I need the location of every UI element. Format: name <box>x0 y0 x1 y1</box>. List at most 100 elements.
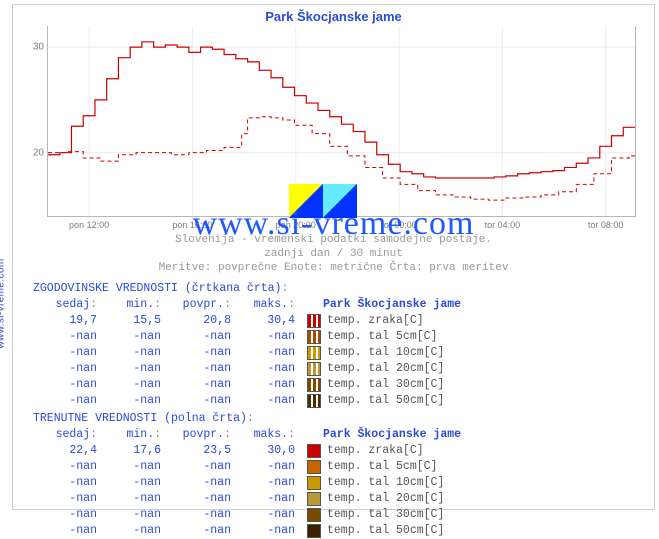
x-tick: pon 16:00 <box>172 220 212 230</box>
cell: -nan <box>97 475 161 491</box>
col-povpr: povpr.: <box>161 297 231 313</box>
table-row: -nan-nan-nan-nantemp. tal 10cm[C] <box>33 345 634 361</box>
legend-swatch <box>307 444 321 458</box>
legend-label: temp. tal 5cm[C] <box>327 459 634 475</box>
cell: -nan <box>231 361 295 377</box>
table-row: -nan-nan-nan-nantemp. tal 10cm[C] <box>33 475 634 491</box>
sidebar-link[interactable]: www.si-vreme.com <box>0 258 7 348</box>
cell: -nan <box>161 523 231 539</box>
legend-label: temp. zraka[C] <box>327 443 634 459</box>
cell: -nan <box>161 345 231 361</box>
cell: -nan <box>97 507 161 523</box>
legend-swatch <box>307 362 321 376</box>
cell: -nan <box>97 523 161 539</box>
cell: -nan <box>33 377 97 393</box>
cell: 20,8 <box>161 313 231 329</box>
cell: -nan <box>161 475 231 491</box>
cell: -nan <box>33 345 97 361</box>
cell: 30,4 <box>231 313 295 329</box>
chart-title: Park Škocjanske jame <box>13 5 654 26</box>
cell: -nan <box>161 377 231 393</box>
cell: -nan <box>97 345 161 361</box>
x-tick: tor 00:00 <box>381 220 417 230</box>
cell: -nan <box>33 523 97 539</box>
cell: -nan <box>231 345 295 361</box>
meta-line: Meritve: povprečne Enote: metrične Črta:… <box>33 261 634 275</box>
col-povpr: povpr.: <box>161 427 231 443</box>
legend-label: temp. tal 30cm[C] <box>327 507 634 523</box>
cell: -nan <box>231 377 295 393</box>
legend-swatch <box>307 460 321 474</box>
cell: -nan <box>33 459 97 475</box>
x-tick: pon 20:00 <box>276 220 316 230</box>
cell: -nan <box>231 523 295 539</box>
cell: 17,6 <box>97 443 161 459</box>
col-min: min.: <box>97 427 161 443</box>
data-tables: ZGODOVINSKE VREDNOSTI (črtkana črta): se… <box>33 281 634 539</box>
meta-line: zadnji dan / 30 minut <box>33 247 634 261</box>
cell: -nan <box>33 491 97 507</box>
chart-plot: 2030pon 12:00pon 16:00pon 20:00tor 00:00… <box>47 26 636 217</box>
cell: -nan <box>231 507 295 523</box>
col-maks: maks.: <box>231 297 295 313</box>
cell: 23,5 <box>161 443 231 459</box>
table-row: 19,715,520,830,4temp. zraka[C] <box>33 313 634 329</box>
legend-label: temp. tal 50cm[C] <box>327 523 634 539</box>
table-row: -nan-nan-nan-nantemp. tal 50cm[C] <box>33 393 634 409</box>
table-row: -nan-nan-nan-nantemp. tal 20cm[C] <box>33 491 634 507</box>
hist-section-title: ZGODOVINSKE VREDNOSTI (črtkana črta): <box>33 281 634 297</box>
cell: -nan <box>97 393 161 409</box>
table-row: -nan-nan-nan-nantemp. tal 20cm[C] <box>33 361 634 377</box>
cell: -nan <box>231 475 295 491</box>
col-min: min.: <box>97 297 161 313</box>
table-row: 22,417,623,530,0temp. zraka[C] <box>33 443 634 459</box>
meta-block: Slovenija - vremenski podatki samodejne … <box>33 233 634 275</box>
cell: -nan <box>161 393 231 409</box>
col-header-row: sedaj: min.: povpr.: maks.: Park Škocjan… <box>33 427 634 443</box>
legend-swatch <box>307 476 321 490</box>
cell: -nan <box>231 329 295 345</box>
legend-swatch <box>307 394 321 408</box>
x-tick: pon 12:00 <box>69 220 109 230</box>
cell: -nan <box>231 491 295 507</box>
cell: -nan <box>33 329 97 345</box>
cell: -nan <box>33 475 97 491</box>
cell: -nan <box>33 507 97 523</box>
table-row: -nan-nan-nan-nantemp. tal 5cm[C] <box>33 459 634 475</box>
legend-label: temp. tal 10cm[C] <box>327 345 634 361</box>
legend-label: temp. tal 20cm[C] <box>327 491 634 507</box>
cell: 30,0 <box>231 443 295 459</box>
cell: -nan <box>231 459 295 475</box>
cell: -nan <box>33 361 97 377</box>
cell: -nan <box>161 491 231 507</box>
logo-icon <box>323 184 357 218</box>
cell: -nan <box>97 491 161 507</box>
curr-section-title: TRENUTNE VREDNOSTI (polna črta): <box>33 411 634 427</box>
x-tick: tor 04:00 <box>485 220 521 230</box>
logo-icon <box>289 184 323 218</box>
cell: -nan <box>97 361 161 377</box>
cell: -nan <box>97 329 161 345</box>
table-row: -nan-nan-nan-nantemp. tal 5cm[C] <box>33 329 634 345</box>
frame: Park Škocjanske jame 2030pon 12:00pon 16… <box>12 4 655 510</box>
legend-swatch <box>307 330 321 344</box>
legend-swatch <box>307 492 321 506</box>
legend-swatch <box>307 314 321 328</box>
cell: -nan <box>161 507 231 523</box>
legend-label: temp. zraka[C] <box>327 313 634 329</box>
meta-line: Slovenija - vremenski podatki samodejne … <box>33 233 634 247</box>
cell: -nan <box>97 377 161 393</box>
col-maks: maks.: <box>231 427 295 443</box>
col-station: Park Škocjanske jame <box>323 297 634 313</box>
legend-swatch <box>307 378 321 392</box>
table-row: -nan-nan-nan-nantemp. tal 30cm[C] <box>33 377 634 393</box>
col-sedaj: sedaj: <box>33 427 97 443</box>
col-station: Park Škocjanske jame <box>323 427 634 443</box>
table-row: -nan-nan-nan-nantemp. tal 30cm[C] <box>33 507 634 523</box>
legend-swatch <box>307 524 321 538</box>
col-sedaj: sedaj: <box>33 297 97 313</box>
cell: 19,7 <box>33 313 97 329</box>
cell: -nan <box>33 393 97 409</box>
cell: -nan <box>161 361 231 377</box>
cell: -nan <box>97 459 161 475</box>
